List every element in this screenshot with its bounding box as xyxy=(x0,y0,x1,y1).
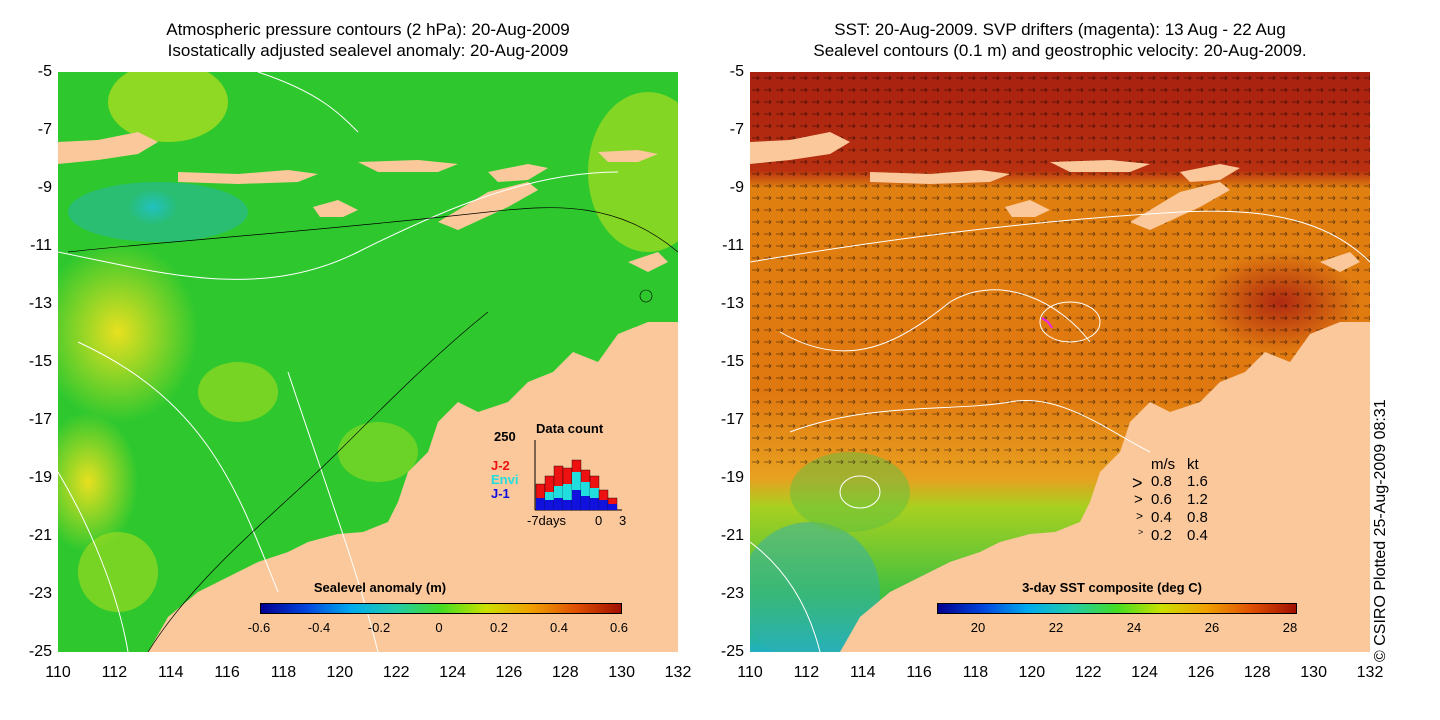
left-x-tick: 114 xyxy=(157,664,184,681)
right-colorbar-tick: 22 xyxy=(1048,620,1064,635)
left-y-tick: -17 xyxy=(28,411,52,428)
left-x-tick: 120 xyxy=(326,664,354,681)
left-x-tick: 128 xyxy=(551,664,579,681)
left-colorbar-title: Sealevel anomaly (m) xyxy=(313,580,447,595)
right-y-tick: -25 xyxy=(720,643,744,660)
right-colorbar-tick: 24 xyxy=(1126,620,1142,635)
right-x-tick: 128 xyxy=(1243,664,1271,681)
speed-legend-kt: 0.8 xyxy=(1187,509,1208,526)
speed-legend-ms: 0.4 xyxy=(1151,509,1172,526)
left-y-tick: -25 xyxy=(28,643,52,660)
data-count-legend-envi: Envi xyxy=(491,472,519,487)
left-y-tick: -21 xyxy=(28,527,52,544)
left-y-tick: -9 xyxy=(37,179,52,196)
left-y-tick: -5 xyxy=(37,63,52,80)
right-x-tick: 120 xyxy=(1018,664,1046,681)
right-colorbar xyxy=(937,603,1297,614)
copyright-note: © CSIRO Plotted 25-Aug-2009 08:31 xyxy=(1372,399,1389,662)
data-count-xlabel-left: -7days xyxy=(527,513,567,528)
left-x-tick: 124 xyxy=(439,664,466,681)
left-colorbar-tick: -0.6 xyxy=(247,620,271,635)
speed-legend-kt: 1.6 xyxy=(1187,473,1208,490)
left-y-tick: -13 xyxy=(28,295,52,312)
right-x-tick: 116 xyxy=(906,664,932,681)
left-x-tick: 118 xyxy=(270,664,297,681)
left-colorbar-tick: 0.6 xyxy=(609,620,629,635)
right-y-tick: -7 xyxy=(729,121,744,138)
left-colorbar-tick: -0.4 xyxy=(307,620,331,635)
right-x-tick: 124 xyxy=(1131,664,1158,681)
speed-legend-arrow-icon: > xyxy=(1134,491,1143,508)
data-count-xlabel-mid: 0 xyxy=(595,513,603,528)
right-y-tick: -19 xyxy=(720,469,744,486)
left-x-tick: 132 xyxy=(664,664,692,681)
right-y-tick: -17 xyxy=(720,411,744,428)
right-title-line1: SST: 20-Aug-2009. SVP drifters (magenta)… xyxy=(834,20,1286,39)
right-x-tick: 110 xyxy=(737,664,763,681)
speed-legend-ms: 0.6 xyxy=(1151,491,1172,508)
left-colorbar-tick: 0.4 xyxy=(549,620,569,635)
right-colorbar-title: 3-day SST composite (deg C) xyxy=(1022,580,1202,595)
right-x-tick: 126 xyxy=(1187,664,1215,681)
right-y-tick: -23 xyxy=(720,585,744,602)
speed-legend-arrow-icon: > xyxy=(1136,509,1144,523)
left-colorbar-tick: -0.2 xyxy=(367,620,391,635)
speed-legend-kt: 0.4 xyxy=(1187,527,1208,544)
right-x-tick: 114 xyxy=(849,664,876,681)
right-x-tick: 112 xyxy=(793,664,820,681)
data-count-title: Data count xyxy=(536,421,604,436)
left-x-tick: 112 xyxy=(101,664,128,681)
left-x-tick: 130 xyxy=(608,664,635,681)
right-x-tick: 130 xyxy=(1300,664,1327,681)
right-title-line2: Sealevel contours (0.1 m) and geostrophi… xyxy=(813,41,1307,60)
left-y-tick: -23 xyxy=(28,585,52,602)
right-x-tick: 118 xyxy=(962,664,989,681)
data-count-histogram xyxy=(534,440,622,511)
left-y-tick: -7 xyxy=(37,121,52,138)
speed-legend-arrow-icon: > xyxy=(1138,527,1144,537)
right-y-tick: -9 xyxy=(729,179,744,196)
right-y-tick: -13 xyxy=(720,295,744,312)
left-x-tick: 126 xyxy=(495,664,523,681)
left-title-line1: Atmospheric pressure contours (2 hPa): 2… xyxy=(166,20,570,39)
speed-legend-ms: 0.2 xyxy=(1151,527,1172,544)
data-count-ymax: 250 xyxy=(494,429,516,444)
right-y-tick: -21 xyxy=(720,527,744,544)
speed-legend-kt: 1.2 xyxy=(1187,491,1208,508)
sealevel-anomaly-map xyxy=(58,72,678,652)
left-x-tick: 122 xyxy=(382,664,410,681)
speed-legend-header-kt: kt xyxy=(1187,456,1199,473)
left-x-tick: 116 xyxy=(214,664,240,681)
left-colorbar xyxy=(260,603,622,614)
speed-legend-ms: 0.8 xyxy=(1151,473,1172,490)
speed-legend-header-ms: m/s xyxy=(1151,456,1176,473)
right-colorbar-tick: 28 xyxy=(1282,620,1298,635)
right-y-tick: -15 xyxy=(720,353,744,370)
right-colorbar-tick: 26 xyxy=(1204,620,1220,635)
left-colorbar-tick: 0 xyxy=(435,620,443,635)
right-y-tick: -11 xyxy=(722,237,744,254)
left-title-line2: Isostatically adjusted sealevel anomaly:… xyxy=(167,41,569,60)
left-y-tick: -15 xyxy=(28,353,52,370)
data-count-legend-j1: J-1 xyxy=(491,486,510,501)
data-count-legend-j2: J-2 xyxy=(491,458,510,473)
right-x-tick: 122 xyxy=(1074,664,1102,681)
left-y-tick: -19 xyxy=(28,469,52,486)
left-x-tick: 110 xyxy=(45,664,71,681)
left-colorbar-tick: 0.2 xyxy=(489,620,509,635)
speed-legend-arrow-icon: > xyxy=(1132,473,1143,493)
right-y-tick: -5 xyxy=(729,63,744,80)
sst-velocity-map xyxy=(750,72,1370,652)
left-y-tick: -11 xyxy=(30,237,52,254)
data-count-xlabel-right: 3 xyxy=(619,513,627,528)
right-x-tick: 132 xyxy=(1356,664,1384,681)
right-colorbar-tick: 20 xyxy=(970,620,986,635)
